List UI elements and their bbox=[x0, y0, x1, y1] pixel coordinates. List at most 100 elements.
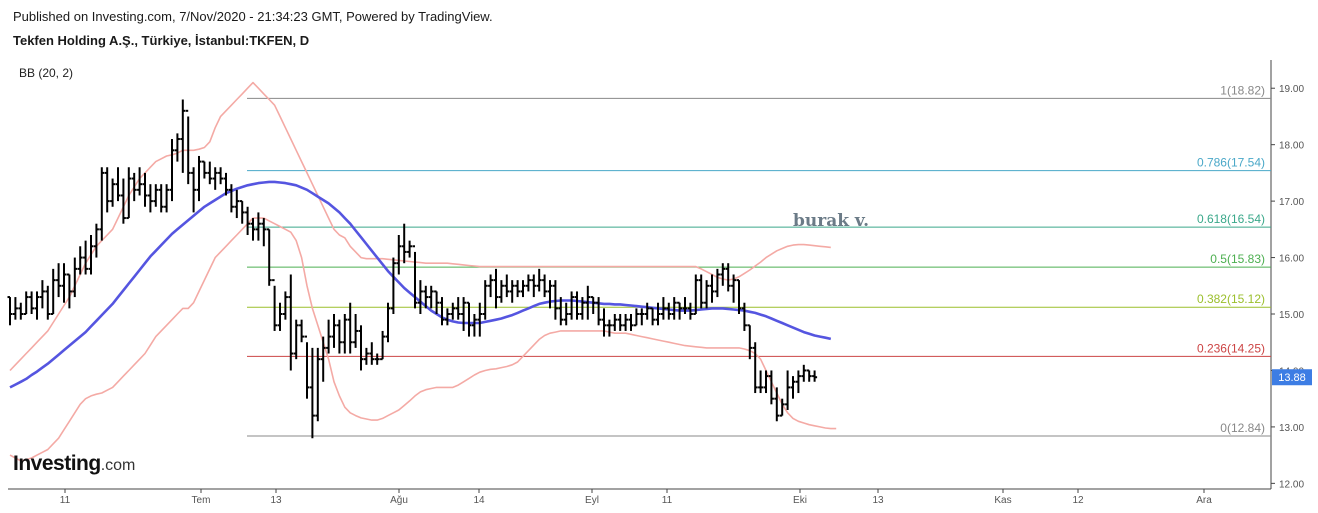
ohlc-bar bbox=[50, 268, 56, 316]
ohlc-bar bbox=[628, 314, 634, 331]
ohlc-bar bbox=[185, 109, 191, 185]
ohlc-bar bbox=[671, 297, 677, 320]
ohlc-bar bbox=[164, 184, 170, 213]
ohlc-bar bbox=[525, 274, 531, 292]
ohlc-bar bbox=[34, 291, 40, 320]
ohlc-bar bbox=[342, 314, 348, 354]
ohlc-bar bbox=[779, 398, 785, 417]
ohlc-bar bbox=[677, 301, 683, 320]
price-tick-label: 18.00 bbox=[1279, 141, 1304, 152]
ohlc-bar bbox=[115, 167, 121, 202]
price-tick-label: 17.00 bbox=[1279, 197, 1304, 208]
ohlc-bar bbox=[655, 302, 661, 326]
fib-level-label: 0.786(17.54) bbox=[1197, 156, 1265, 170]
ohlc-bar bbox=[196, 155, 202, 202]
time-tick-label: Eyl bbox=[585, 495, 599, 506]
fib-level-label: 0.382(15.12) bbox=[1197, 292, 1265, 306]
ohlc-bar bbox=[223, 172, 229, 196]
ohlc-bar bbox=[704, 280, 710, 309]
ohlc-bar bbox=[542, 274, 548, 298]
ohlc-bar bbox=[774, 387, 780, 422]
ohlc-bar bbox=[61, 263, 67, 303]
ohlc-bar bbox=[137, 167, 143, 196]
price-tick-label: 12.00 bbox=[1279, 479, 1304, 490]
ohlc-bar bbox=[714, 268, 720, 298]
ohlc-bar bbox=[747, 324, 753, 360]
ohlc-bar bbox=[785, 370, 791, 410]
ohlc-bar bbox=[682, 297, 688, 315]
time-tick-label: Tem bbox=[192, 495, 211, 506]
ohlc-bar bbox=[650, 307, 656, 326]
ohlc-bar bbox=[331, 314, 337, 348]
ohlc-bar bbox=[428, 285, 434, 309]
price-tick-label: 13.00 bbox=[1279, 423, 1304, 434]
ohlc-bar bbox=[493, 268, 499, 309]
ohlc-bar bbox=[239, 200, 245, 224]
ohlc-bar bbox=[504, 274, 510, 298]
ohlc-bar bbox=[639, 308, 645, 326]
ohlc-bar bbox=[633, 308, 639, 327]
ohlc-bar bbox=[207, 161, 213, 185]
ohlc-bar bbox=[93, 223, 99, 258]
ohlc-bar bbox=[536, 268, 542, 292]
ohlc-bar bbox=[660, 297, 666, 320]
ohlc-bar bbox=[299, 319, 305, 343]
ohlc-bar bbox=[763, 370, 769, 394]
ohlc-bar bbox=[612, 314, 618, 331]
ohlc-bar bbox=[255, 212, 261, 241]
ohlc-bar bbox=[315, 347, 321, 422]
ohlc-bar bbox=[752, 342, 758, 394]
ohlc-bar bbox=[488, 274, 494, 298]
ohlc-bar bbox=[617, 314, 623, 331]
ohlc-bar bbox=[142, 172, 148, 207]
ohlc-bar bbox=[520, 280, 526, 298]
ohlc-bar bbox=[261, 218, 267, 247]
ohlc-bar bbox=[228, 184, 234, 213]
fib-level-label: 0.236(14.25) bbox=[1197, 341, 1265, 355]
ohlc-bar bbox=[790, 376, 796, 399]
ohlc-bar bbox=[282, 291, 288, 320]
time-tick-label: 11 bbox=[662, 495, 673, 506]
ohlc-bar bbox=[174, 133, 180, 162]
ohlc-bar bbox=[471, 314, 477, 337]
ohlc-bar bbox=[547, 280, 553, 309]
ohlc-bar bbox=[131, 172, 137, 202]
bb-upper-band bbox=[9, 81, 831, 372]
fib-level-label: 1(18.82) bbox=[1220, 83, 1265, 97]
ohlc-bar bbox=[72, 257, 78, 298]
symbol-title: Tekfen Holding A.Ş., Türkiye, İstanbul:T… bbox=[13, 33, 310, 48]
ohlc-bar bbox=[444, 308, 450, 326]
ohlc-bar bbox=[801, 364, 807, 382]
ohlc-bar bbox=[245, 206, 251, 235]
ohlc-bar bbox=[423, 285, 429, 309]
ohlc-bar bbox=[212, 167, 218, 190]
ohlc-bar bbox=[126, 167, 132, 220]
ohlc-bar bbox=[288, 274, 294, 371]
price-tick-label: 19.00 bbox=[1279, 84, 1304, 95]
ohlc-bar bbox=[455, 297, 461, 320]
indicator-label[interactable]: BB (20, 2) bbox=[19, 66, 74, 80]
ohlc-bar bbox=[326, 319, 332, 354]
ohlc-bar bbox=[806, 369, 812, 382]
ohlc-bar bbox=[180, 99, 186, 173]
ohlc-bar bbox=[590, 296, 596, 315]
ohlc-bar bbox=[795, 370, 801, 394]
ohlc-bar bbox=[666, 302, 672, 320]
ohlc-bar bbox=[309, 347, 315, 439]
ohlc-bar bbox=[7, 296, 13, 326]
ohlc-bar bbox=[698, 274, 704, 309]
fib-level-label: 0.618(16.54) bbox=[1197, 212, 1265, 226]
ohlc-bar bbox=[293, 319, 299, 360]
ohlc-bar bbox=[23, 291, 29, 316]
ohlc-bar bbox=[552, 280, 558, 320]
ohlc-bar bbox=[477, 302, 483, 337]
ohlc-bar bbox=[579, 297, 585, 320]
ohlc-bar bbox=[606, 319, 612, 337]
ohlc-bar bbox=[320, 336, 326, 382]
ohlc-bar bbox=[12, 297, 18, 320]
ohlc-bar bbox=[585, 285, 591, 320]
ohlc-bar bbox=[812, 370, 818, 382]
investing-logo[interactable]: Investing.com bbox=[13, 452, 135, 476]
time-tick-label: 12 bbox=[1072, 495, 1084, 506]
